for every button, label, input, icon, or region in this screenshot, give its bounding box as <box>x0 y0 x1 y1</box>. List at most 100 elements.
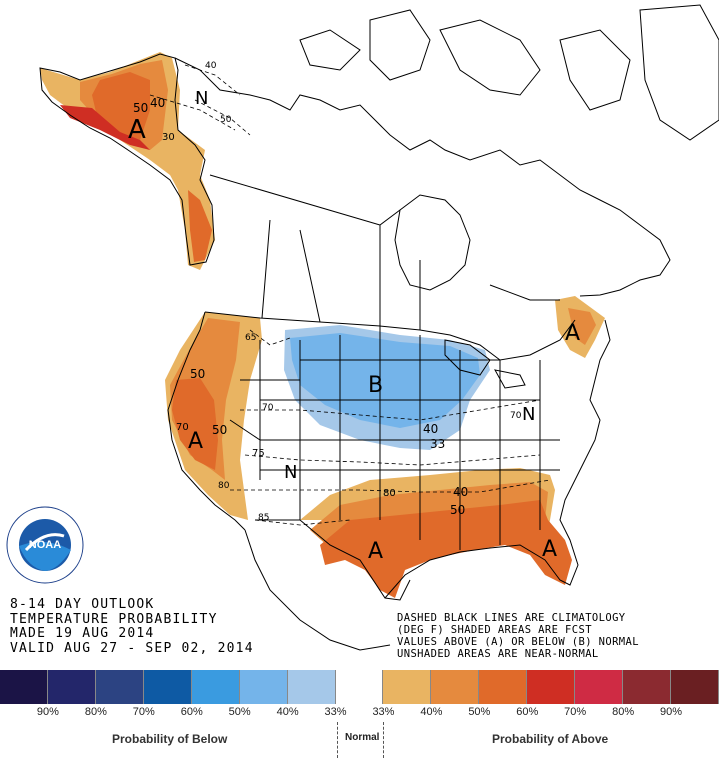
legend-percent-9: 50% <box>468 706 491 718</box>
alaska-above-40-region <box>40 52 215 270</box>
outlook-title: 8-14 DAY OUTLOOK <box>10 597 155 612</box>
label-a-alaska: A <box>128 115 146 145</box>
legend-swatch-2 <box>95 670 144 704</box>
great-lakes <box>444 339 526 389</box>
contour-line-75 <box>244 454 541 466</box>
label-n-southwest: N <box>284 462 297 483</box>
arctic-islands <box>299 9 631 111</box>
hudson-bay <box>394 194 471 291</box>
contour-label-40-mid: 40 <box>423 422 438 436</box>
contour-label-40-alaska: 40 <box>150 96 165 110</box>
made-date: MADE 19 AUG 2014 <box>10 626 155 641</box>
contour-label-50-west: 50 <box>190 367 205 381</box>
label-b-midwest: B <box>368 373 383 398</box>
legend-above-label: Probability of Above <box>492 732 609 746</box>
alaska-above-60-region <box>92 72 150 140</box>
mexico-outline <box>244 519 411 651</box>
alaska-outline <box>39 53 215 266</box>
note-line-2: (DEG F) SHADED AREAS ARE FCST <box>397 624 592 636</box>
legend-swatch-13 <box>623 670 672 704</box>
legend-swatch-14 <box>671 670 719 704</box>
legend-percent-4: 50% <box>228 706 251 718</box>
legend-percent-1: 80% <box>84 706 107 718</box>
map-notes: DASHED BLACK LINES ARE CLIMATOLOGY (DEG … <box>397 612 639 660</box>
legend-swatch-11 <box>527 670 576 704</box>
note-line-1: DASHED BLACK LINES ARE CLIMATOLOGY <box>397 612 626 624</box>
alaska-above-70-region <box>60 105 150 150</box>
contour-label-50-north: 50 <box>220 115 232 125</box>
contour-label-70-east: 70 <box>510 411 522 421</box>
contour-label-50-alaska: 50 <box>133 101 148 115</box>
probability-legend: 90% 80% 70% 60% 50% 40% 33% 33% 40% 50% 60% 70% 80% 9… <box>0 670 719 760</box>
legend-swatch-1 <box>47 670 96 704</box>
contour-label-40-south: 40 <box>453 485 468 499</box>
contour-label-50-south: 50 <box>450 503 465 517</box>
contour-label-80-west: 80 <box>218 481 230 491</box>
us-west-coast <box>167 311 246 531</box>
contour-label-30-alaska: 30 <box>162 132 175 143</box>
label-a-west: A <box>188 429 203 454</box>
contour-line-65 <box>249 329 291 346</box>
legend-percent-12: 80% <box>612 706 635 718</box>
normal-divider-left <box>337 722 338 758</box>
contour-line-40 <box>184 64 241 96</box>
contour-label-80-south: 80 <box>383 488 396 499</box>
contour-label-65: 65 <box>245 333 256 343</box>
legend-percent-13: 90% <box>660 706 683 718</box>
south-above-60-region <box>320 500 572 598</box>
contour-label-70-mid: 70 <box>262 403 274 413</box>
contour-line-80 <box>230 479 551 493</box>
legend-swatch-10 <box>479 670 528 704</box>
west-above-60-region <box>172 378 218 470</box>
legend-swatch-12 <box>575 670 624 704</box>
panhandle-above-60-region <box>188 190 212 262</box>
northeast-above-50-region <box>568 308 596 345</box>
canada-provinces <box>209 174 560 330</box>
legend-normal-label: Normal <box>345 732 380 743</box>
contour-label-70-west: 70 <box>176 422 189 433</box>
legend-swatch-7 <box>335 670 384 704</box>
note-line-3: VALUES ABOVE (A) OR BELOW (B) NORMAL <box>397 636 639 648</box>
legend-percent-3: 60% <box>180 706 203 718</box>
contour-label-85: 85 <box>258 513 269 523</box>
outlook-subtitle: TEMPERATURE PROBABILITY <box>10 611 218 627</box>
outlook-map: A N A B N N A A A 50 40 30 40 50 65 50 7… <box>39 4 719 651</box>
noaa-logo-text: NOAA <box>29 539 61 551</box>
normal-divider-right <box>383 722 384 758</box>
legend-swatch-6 <box>287 670 336 704</box>
us-canada-border <box>204 311 576 361</box>
greenland-edge <box>639 4 719 141</box>
legend-percent-5: 40% <box>276 706 299 718</box>
legend-percent-7: 33% <box>372 706 395 718</box>
legend-swatch-9 <box>431 670 480 704</box>
outlook-info-block: 8-14 DAY OUTLOOK TEMPERATURE PROBABILITY… <box>10 597 254 656</box>
gulf-coast <box>384 319 611 599</box>
label-a-northeast: A <box>565 321 580 346</box>
noaa-logo: NOAA <box>6 506 84 584</box>
contour-label-40-north: 40 <box>205 61 217 71</box>
us-state-lines <box>229 330 560 550</box>
contour-label-75: 75 <box>252 448 265 459</box>
legend-percent-0: 90% <box>36 706 59 718</box>
legend-percent-10: 60% <box>516 706 539 718</box>
contour-line-85 <box>254 519 351 526</box>
legend-percent-2: 70% <box>132 706 155 718</box>
midwest-below-40-region <box>290 333 480 428</box>
legend-swatch-3 <box>143 670 192 704</box>
label-n-alaska: N <box>195 88 208 109</box>
legend-swatch-8 <box>383 670 432 704</box>
legend-percent-11: 70% <box>564 706 587 718</box>
legend-swatch-4 <box>191 670 240 704</box>
label-n-east: N <box>522 404 535 425</box>
legend-swatch-5 <box>239 670 288 704</box>
contour-line-50 <box>194 99 251 136</box>
legend-percent-6: 33% <box>324 706 347 718</box>
contour-line-30 <box>149 94 236 131</box>
legend-swatch-0 <box>0 670 48 704</box>
legend-below-label: Probability of Below <box>112 732 228 746</box>
label-a-southeast: A <box>542 537 557 562</box>
contour-label-33-mid: 33 <box>430 437 445 451</box>
note-line-4: UNSHADED AREAS ARE NEAR-NORMAL <box>397 648 599 660</box>
legend-percent-8: 40% <box>420 706 443 718</box>
valid-dates: VALID AUG 27 - SEP 02, 2014 <box>10 640 254 656</box>
